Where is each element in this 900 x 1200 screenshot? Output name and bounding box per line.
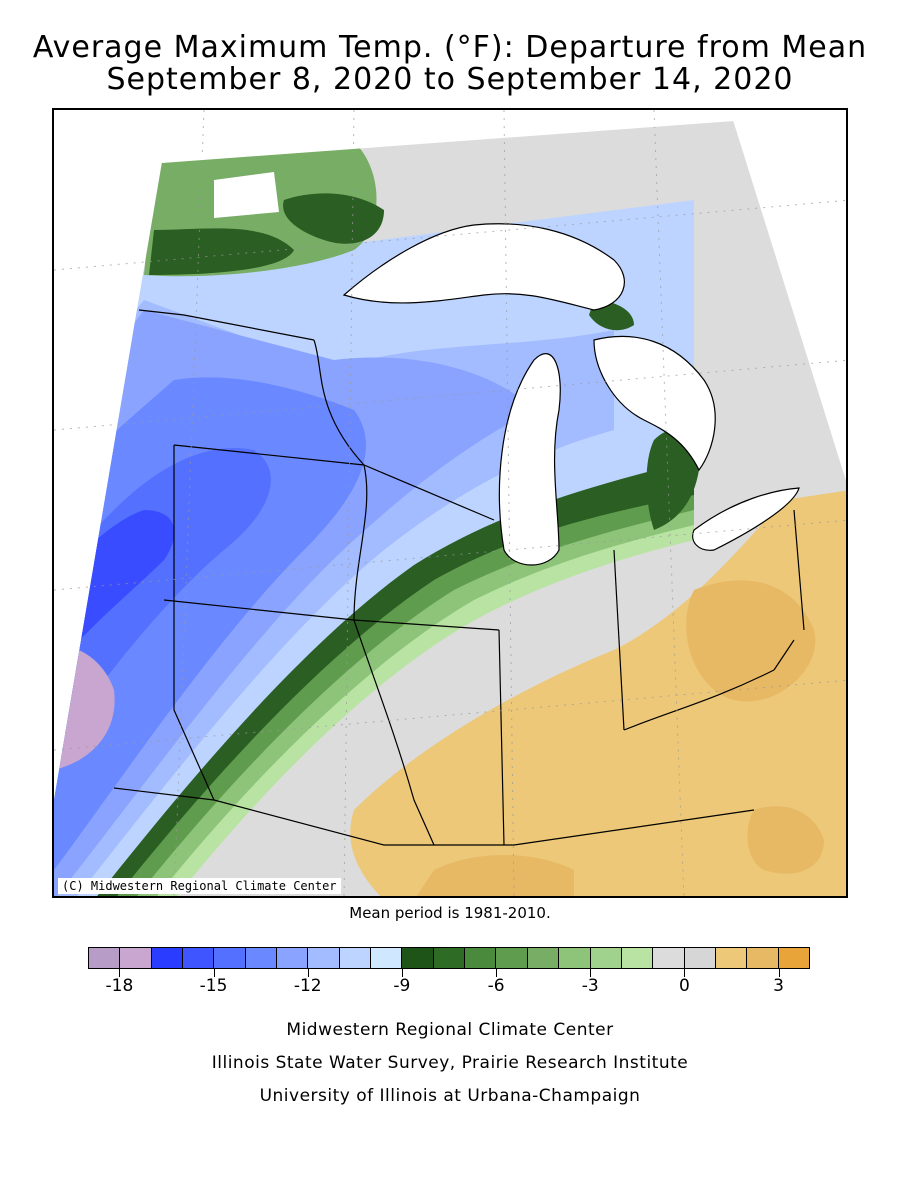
lake-michigan (498, 353, 561, 566)
color-legend (88, 947, 810, 969)
legend-swatch (590, 948, 622, 968)
legend-swatch (402, 948, 434, 968)
legend-tick-label: 3 (773, 976, 784, 996)
legend-swatch (245, 948, 278, 968)
canada-nodata (214, 172, 279, 218)
legend-swatch (151, 948, 184, 968)
legend-tick-label: 0 (679, 976, 690, 996)
credit-line-1: Midwestern Regional Climate Center (286, 1020, 614, 1040)
legend-swatch (433, 948, 466, 968)
legend-tick-label: -6 (487, 976, 505, 996)
legend-swatch (559, 948, 591, 968)
legend-tick-label: -9 (393, 976, 411, 996)
legend-swatch (214, 948, 246, 968)
legend-swatch (339, 948, 372, 968)
legend-tick (213, 969, 215, 977)
legend-tick-label: -18 (105, 976, 134, 996)
lake-erie (692, 487, 800, 551)
temperature-field (54, 120, 846, 896)
lake-superior (342, 223, 625, 311)
legend-swatch (308, 948, 340, 968)
lat-lon-grid (54, 110, 846, 896)
map-title-line1: Average Maximum Temp. (°F): Departure fr… (32, 30, 868, 65)
legend-swatch (277, 948, 309, 968)
legend-tick-label: -15 (199, 976, 228, 996)
legend-tick (401, 969, 403, 977)
legend-swatch (183, 948, 215, 968)
lake-huron (593, 335, 716, 472)
legend-tick (778, 969, 780, 977)
mean-period-note: Mean period is 1981-2010. (349, 904, 551, 922)
legend-swatch (778, 948, 809, 968)
legend-swatch (621, 948, 654, 968)
legend-swatch (120, 948, 152, 968)
legend-swatch (527, 948, 560, 968)
legend-tick (590, 969, 592, 977)
legend-swatch (89, 948, 121, 968)
credit-line-2: Illinois State Water Survey, Prairie Res… (211, 1053, 689, 1073)
legend-tick (119, 969, 121, 977)
legend-swatch (747, 948, 779, 968)
map-title-line2: September 8, 2020 to September 14, 2020 (106, 62, 794, 97)
legend-swatch (715, 948, 748, 968)
map-frame: (C) Midwestern Regional Climate Center (52, 108, 848, 898)
copyright-label: (C) Midwestern Regional Climate Center (58, 878, 341, 894)
legend-tick (496, 969, 498, 977)
legend-swatch (465, 948, 497, 968)
legend-swatch (653, 948, 685, 968)
legend-swatch (684, 948, 716, 968)
legend-tick-label: -3 (581, 976, 599, 996)
legend-swatch (371, 948, 403, 968)
legend-tick (684, 969, 686, 977)
departure-map (54, 110, 846, 896)
legend-tick (307, 969, 309, 977)
legend-tick-label: -12 (293, 976, 322, 996)
credit-line-3: University of Illinois at Urbana-Champai… (259, 1086, 641, 1106)
state-borders (113, 309, 805, 846)
legend-swatch (496, 948, 528, 968)
